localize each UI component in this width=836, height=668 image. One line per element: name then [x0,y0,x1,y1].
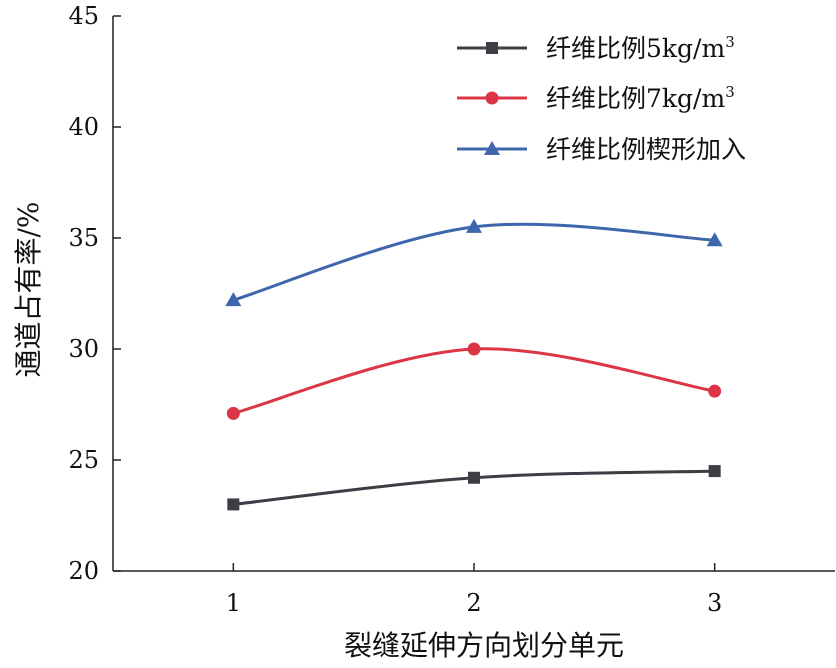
legend-label: 纤维比例5kg/m3 [546,33,735,63]
legend-marker [485,91,499,105]
x-tick-label: 1 [226,589,241,617]
data-point [706,232,723,247]
data-point [227,498,240,511]
series-layer [225,218,723,511]
legend-item: 纤维比例楔形加入 [457,135,746,164]
legend-marker [486,42,498,54]
series-line [232,222,715,302]
x-tick-label: 3 [707,589,722,617]
data-point [468,471,480,484]
y-tick-label: 20 [68,557,99,585]
x-tick-label: 2 [466,589,481,617]
legend-item: 纤维比例7kg/m3 [457,83,735,113]
y-tick-label: 35 [68,224,99,252]
data-point [708,384,722,398]
data-point [708,465,721,478]
y-tick-label: 40 [68,113,99,141]
series-2 [226,342,722,420]
legend-item: 纤维比例5kg/m3 [457,33,735,63]
data-point [467,342,481,356]
axes: 20 25 30 35 40 45 1 2 3 [68,2,835,617]
y-tick-label: 45 [68,2,99,30]
y-axis-title: 通道占有率/% [12,201,45,377]
data-point [226,406,240,420]
series-1 [227,465,721,511]
legend-label: 纤维比例7kg/m3 [546,83,735,113]
y-tick-label: 25 [68,446,99,474]
series-line [232,347,715,415]
data-point [466,218,482,233]
y-tick-label: 30 [68,335,99,363]
data-point [225,292,242,307]
series-3 [225,218,723,307]
legend-marker [484,141,500,155]
legend-label: 纤维比例楔形加入 [546,135,746,164]
x-axis-title: 裂缝延伸方向划分单元 [344,629,624,662]
legend: 纤维比例5kg/m3 纤维比例7kg/m3 纤维比例楔形加入 [457,33,746,164]
